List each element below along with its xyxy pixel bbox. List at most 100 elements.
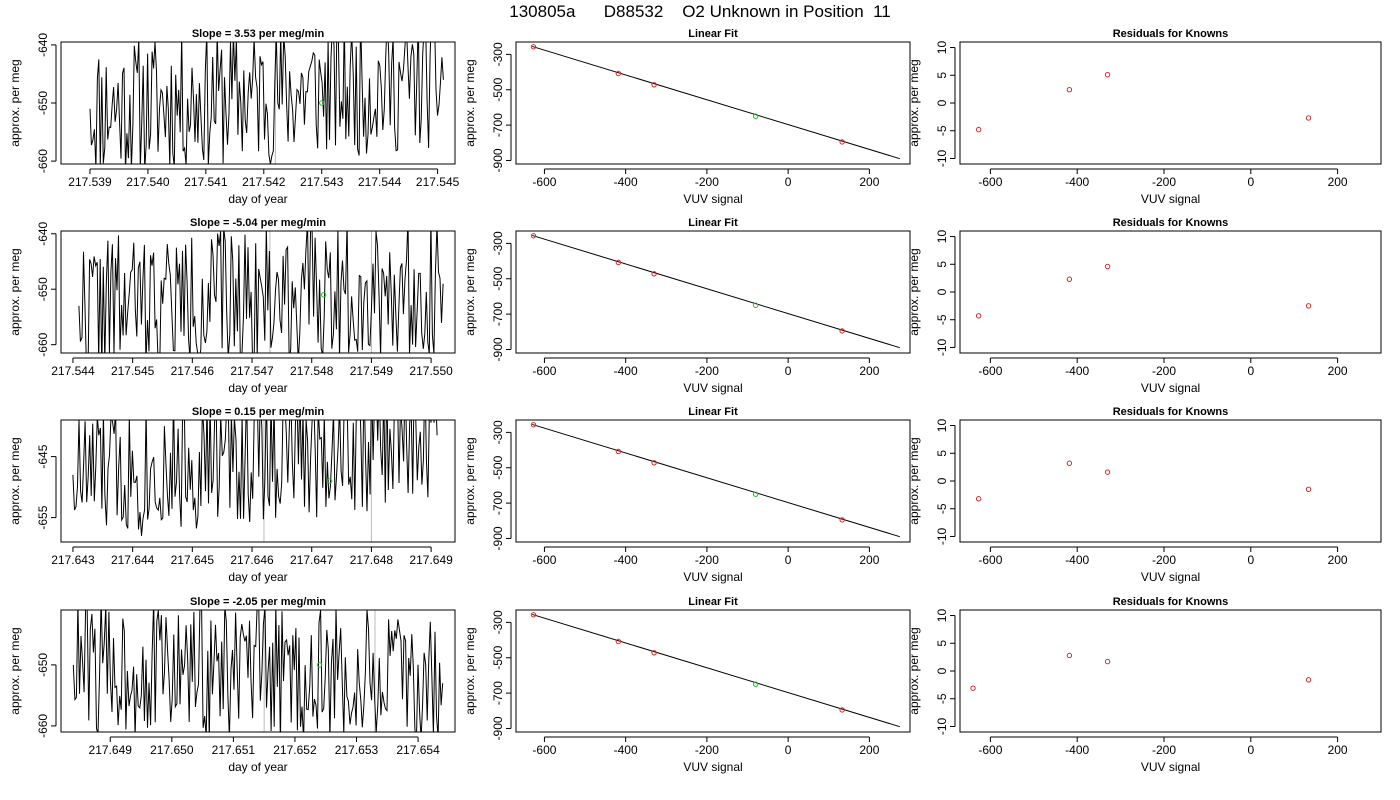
x-tick-label: 217.649	[89, 743, 133, 757]
x-tick-label: 0	[785, 743, 792, 757]
x-tick-label: 200	[859, 175, 879, 189]
x-tick-label: 217.550	[409, 364, 453, 378]
x-tick-label: -400	[614, 175, 638, 189]
x-tick-label: 217.545	[416, 175, 460, 189]
known-point	[651, 460, 657, 466]
panel-residuals-row-1: Residuals for Knowns -600 -400 -200 0 200 VUV …	[907, 28, 1382, 206]
fit-line	[532, 423, 900, 538]
panel-title: Slope = 0.15 per meg/min	[192, 406, 325, 418]
plot-area	[78, 231, 444, 353]
panel-title: Residuals for Knowns	[1113, 596, 1229, 608]
y-tick-label: -5	[935, 314, 949, 325]
panel-title: Slope = -2.05 per meg/min	[190, 596, 326, 608]
x-axis-label: day of year	[228, 570, 287, 584]
x-tick-label: 217.539	[68, 175, 112, 189]
known-point	[615, 448, 622, 455]
plot-frame	[959, 230, 1382, 354]
residual-point	[1066, 652, 1073, 659]
x-tick-label: 0	[785, 175, 792, 189]
x-tick-label: 0	[785, 364, 792, 378]
plot-frame	[959, 609, 1382, 733]
y-axis-label: approx. per meg	[907, 59, 921, 146]
fit-line	[532, 613, 900, 728]
y-axis-label: approx. per meg	[907, 437, 921, 524]
x-tick-label: 217.653	[335, 743, 379, 757]
y-tick-label: -5	[935, 503, 949, 514]
plot-area	[975, 72, 1312, 133]
x-tick-label: -600	[978, 743, 1002, 757]
plot-area	[975, 263, 1312, 319]
x-tick-label: 217.548	[290, 364, 334, 378]
series-line	[78, 231, 444, 353]
x-tick-label: 217.544	[358, 175, 402, 189]
y-tick-label: -660	[36, 332, 50, 356]
y-axis-label: approx. per meg	[907, 627, 921, 714]
plot-area	[72, 420, 438, 542]
plot-frame	[60, 419, 456, 543]
x-tick-label: 217.652	[273, 743, 317, 757]
known-point	[615, 638, 622, 645]
known-point	[615, 259, 622, 266]
panel-time-series-row-3: Slope = 0.15 per meg/min 217.643 217.644 21…	[8, 406, 456, 584]
panel-time-series-row-1: Slope = 3.53 per meg/min 217.539 217.540 21…	[8, 28, 460, 206]
known-point	[651, 650, 657, 656]
y-tick-label: -660	[36, 714, 50, 738]
plot-frame	[515, 230, 911, 354]
residual-point	[975, 126, 982, 133]
plot-area	[72, 610, 444, 732]
y-tick-label: 0	[935, 477, 949, 484]
x-tick-label: 217.546	[171, 364, 215, 378]
panel-title: Residuals for Knowns	[1113, 406, 1229, 418]
x-tick-label: 217.541	[184, 175, 228, 189]
plot-area	[530, 233, 900, 349]
y-tick-label: -900	[491, 526, 505, 550]
panel-title: Linear Fit	[688, 596, 738, 608]
y-tick-label: -500	[491, 77, 505, 101]
known-point	[530, 422, 537, 428]
x-tick-label: -200	[1152, 175, 1176, 189]
x-tick-label: -600	[978, 553, 1002, 567]
x-tick-label: 217.547	[230, 364, 274, 378]
y-axis-label: approx. per meg	[8, 627, 22, 714]
x-axis-label: VUV signal	[1141, 760, 1200, 774]
plot-area	[530, 612, 900, 728]
y-tick-label: -700	[491, 113, 505, 137]
residual-point	[1305, 115, 1312, 121]
residual-point	[1066, 276, 1073, 282]
unknown-point	[752, 302, 759, 308]
x-axis-label: VUV signal	[1141, 381, 1200, 395]
y-tick-label: 10	[935, 41, 949, 55]
y-tick-label: -700	[491, 302, 505, 326]
known-point	[530, 44, 537, 50]
x-axis-label: VUV signal	[1141, 570, 1200, 584]
y-axis-label: approx. per meg	[463, 248, 477, 335]
x-tick-label: 217.650	[150, 743, 194, 757]
unknown-marker	[320, 292, 327, 298]
fit-line	[532, 234, 900, 349]
figure-title: 130805a D88532 O2 Unknown in Position 11	[509, 2, 891, 21]
x-tick-label: 217.643	[51, 553, 95, 567]
x-tick-label: -600	[532, 553, 556, 567]
panel-residuals-row-3: Residuals for Knowns -600 -400 -200 0 200 VUV …	[907, 406, 1382, 584]
x-axis-label: VUV signal	[683, 381, 742, 395]
x-tick-label: 217.647	[290, 553, 334, 567]
panel-title: Linear Fit	[688, 406, 738, 418]
x-tick-label: -400	[1065, 553, 1089, 567]
y-tick-label: -900	[491, 148, 505, 172]
panel-linear-fit-row-4: Linear Fit -600 -400 -200 0 200 VUV signal -300…	[463, 596, 911, 774]
x-axis-label: VUV signal	[683, 192, 742, 206]
residual-point	[975, 313, 982, 319]
y-tick-label: 5	[935, 450, 949, 457]
y-tick-label: -640	[36, 221, 50, 245]
x-tick-label: -200	[1152, 553, 1176, 567]
x-tick-label: 0	[1247, 175, 1254, 189]
x-tick-label: 217.545	[111, 364, 155, 378]
plot-area	[530, 44, 900, 160]
plot-frame	[515, 609, 911, 733]
known-point	[530, 612, 537, 618]
y-tick-label: 0	[935, 288, 949, 295]
panel-title: Linear Fit	[688, 217, 738, 229]
y-tick-label: -300	[491, 420, 505, 444]
x-tick-label: 200	[1328, 553, 1348, 567]
y-tick-label: -650	[36, 91, 50, 115]
